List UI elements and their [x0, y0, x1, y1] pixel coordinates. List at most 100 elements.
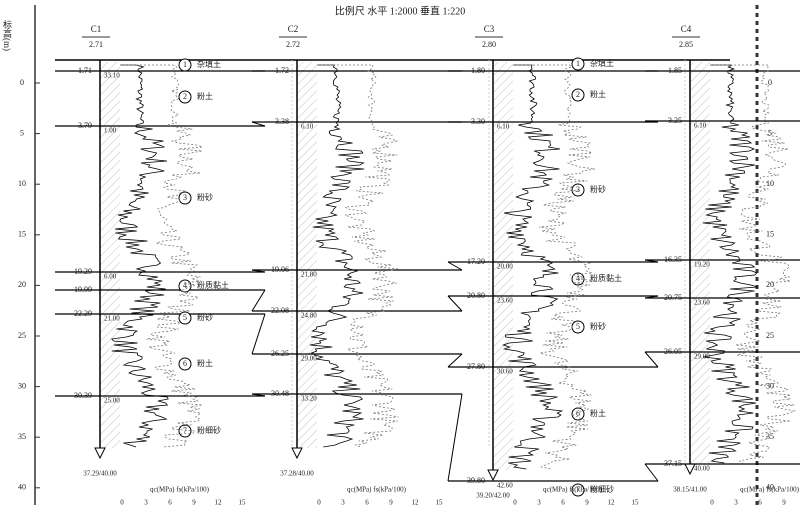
layer-name: 粉细砂	[197, 425, 221, 435]
elevation-label: 37.15	[664, 459, 682, 468]
layer-name: 杂填土	[590, 58, 614, 68]
column-elevation: 2.85	[679, 40, 693, 49]
elevation-label: 30.39	[74, 391, 92, 400]
depth-label: 19.20	[694, 261, 710, 269]
layer-name: 粉质黏土	[590, 273, 622, 283]
layer-num: 2	[576, 90, 580, 99]
hatch-strip	[100, 62, 120, 448]
borehole-tip	[487, 469, 499, 482]
layer-num: 2	[183, 92, 187, 101]
depth-label: 6.10	[301, 123, 314, 131]
scale-tick: 3	[144, 499, 148, 507]
depth-label: 42.60	[497, 482, 513, 490]
layer-circle	[178, 357, 192, 371]
depth-label: 33.10	[104, 72, 120, 80]
layer-num: 3	[576, 185, 580, 194]
layer-link	[447, 261, 463, 271]
cpt-curve	[110, 64, 169, 448]
column-name: C1	[91, 24, 102, 34]
axis-tick-label: 15	[18, 230, 26, 239]
elevation-label: 20.80	[467, 291, 485, 300]
layer-num: 3	[183, 193, 187, 202]
axis-tick-label: 10	[18, 179, 26, 188]
scale-tick: 9	[782, 499, 786, 507]
layer-num: 1	[576, 59, 580, 68]
bottom-label: 37.28/40.00	[280, 470, 314, 478]
depth-label: 6.00	[104, 273, 117, 281]
layer-name: 粉砂	[197, 312, 213, 322]
depth-label: 30.60	[497, 368, 513, 376]
layer-name: 粉质黏土	[197, 280, 229, 290]
elevation-label: 22.29	[74, 309, 92, 318]
axis-tick-label: 20	[18, 280, 26, 289]
depth-label: 6.10	[497, 123, 510, 131]
depth-label: 23.60	[694, 299, 710, 307]
axis-tick-label: 0	[768, 78, 772, 87]
column-name: C2	[288, 24, 299, 34]
layer-circle	[178, 311, 192, 325]
elevation-label: 30.48	[271, 389, 289, 398]
scale-tick: 9	[389, 499, 393, 507]
hatch-strip	[690, 62, 710, 464]
layer-circle	[571, 57, 585, 71]
axis-tick-label: 10	[766, 179, 774, 188]
axis-tick-label: 30	[18, 381, 26, 390]
axis-tick-label: 15	[766, 230, 774, 239]
layer-circle	[178, 58, 192, 72]
scale-label: qc(MPa) fs(kPa/100)	[543, 486, 603, 494]
layer-num: 1	[183, 60, 187, 69]
borehole-tip	[291, 447, 303, 460]
axis-tick-label: 25	[18, 331, 26, 340]
scale-tick: 0	[710, 499, 714, 507]
scale-tick: 9	[192, 499, 196, 507]
borehole-tip	[94, 447, 106, 460]
elevation-label: 1.80	[471, 66, 485, 75]
layer-circle	[571, 183, 585, 197]
axis-tick-label: 5	[20, 128, 24, 137]
cpt-curve	[513, 64, 597, 470]
cpt-curve	[502, 64, 564, 470]
elevation-label: 17.20	[467, 257, 485, 266]
elevation-label: 3.30	[471, 117, 485, 126]
scale-label: qc(MPa) fs(kPa/100)	[150, 486, 210, 494]
layer-name: 粉细砂	[590, 484, 614, 494]
column-elevation: 2.71	[89, 40, 103, 49]
layer-num: 6	[576, 409, 580, 418]
axis-tick-label: 40	[766, 483, 774, 492]
layer-link	[251, 121, 266, 127]
hatch-strip	[493, 62, 513, 470]
depth-label: 21.00	[104, 315, 120, 323]
cpt-curve	[710, 64, 796, 464]
layer-name: 粉砂	[197, 192, 213, 202]
scale-label: qc(MPa) fs(kPa/100)	[347, 486, 407, 494]
scale-tick: 3	[537, 499, 541, 507]
elevation-label: 1.85	[668, 66, 682, 75]
layer-circle	[178, 191, 192, 205]
depth-label: 6.10	[694, 122, 707, 130]
layer-link	[447, 393, 463, 482]
elevation-label: 19.06	[271, 265, 289, 274]
bottom-label: 38.15/41.00	[673, 486, 707, 494]
axis-tick-label: 40	[18, 483, 26, 492]
scale-tick: 6	[168, 499, 172, 507]
layer-num: 5	[576, 322, 580, 331]
layer-num: 7	[576, 485, 580, 494]
depth-label: 20.00	[497, 263, 513, 271]
scale-tick: 0	[513, 499, 517, 507]
scale-tick: 15	[632, 499, 640, 507]
layer-name: 粉砂	[590, 184, 606, 194]
elevation-label: 27.80	[467, 362, 485, 371]
depth-label: 1.00	[104, 127, 117, 135]
elevation-label: 19.99	[74, 285, 92, 294]
layer-name: 粉砂	[590, 321, 606, 331]
layer-name: 粉土	[590, 408, 606, 418]
scale-tick: 12	[215, 499, 223, 507]
elevation-label: 26.25	[271, 349, 289, 358]
bottom-label: 39.20/42.00	[476, 492, 510, 500]
elevation-label: 3.38	[275, 117, 289, 126]
title: 比例尺 水平 1:2000 垂直 1:220	[335, 4, 466, 17]
layer-name: 粉土	[197, 91, 213, 101]
layer-num: 6	[183, 359, 187, 368]
layer-name: 粉土	[590, 89, 606, 99]
axis-tick-label: 5	[768, 128, 772, 137]
